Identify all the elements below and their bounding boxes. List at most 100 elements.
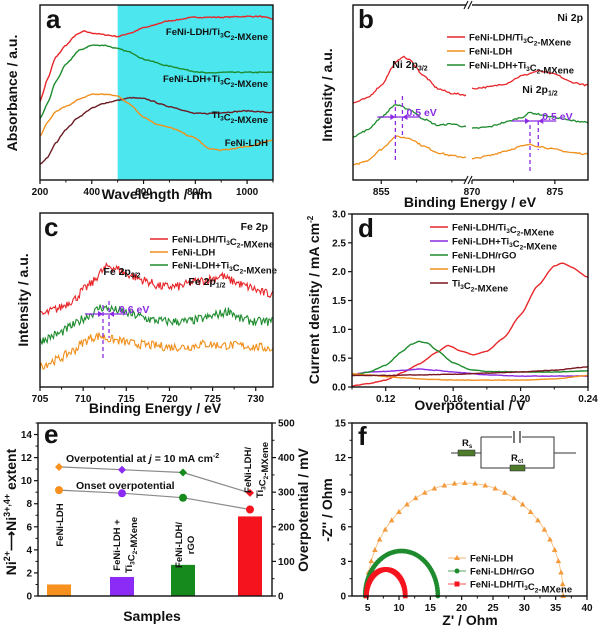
panel-e-ylabel-right: Overpotential / mV: [295, 447, 311, 571]
legend-triangle-marker: [454, 555, 460, 560]
y-tick-label: 100: [278, 557, 295, 568]
legend-text-part: FeNi-LDH/Ti: [172, 235, 226, 246]
triangle-marker: [431, 485, 438, 491]
annot-pre: Overpotential at: [66, 453, 149, 465]
legend-text-part: C: [224, 30, 231, 41]
x-tick-label: 0.20: [511, 394, 531, 405]
svg-text:Ni2+⟶Ni3+,4+ extent: Ni2+⟶Ni3+,4+ extent: [2, 448, 19, 575]
legend-text-part: Ti: [212, 110, 220, 121]
legend-text-part: 2: [534, 41, 538, 48]
y-tick-label: 3: [340, 557, 346, 568]
triangle-marker: [462, 479, 468, 485]
triangle-marker: [441, 482, 448, 488]
panel-e-annotation-overpotential: Overpotential at j = 10 mA cm-2: [66, 453, 219, 465]
category-label-2: FeNi-LDH/: [174, 522, 185, 568]
legend-text-part: 3: [460, 284, 464, 291]
bar-1: [110, 576, 134, 596]
legend-text-part: 2: [537, 69, 541, 76]
x-tick-label: 200: [32, 187, 49, 198]
legend-text-part: FeNi-LDH: [172, 248, 215, 259]
panel-e: 0 2 4 6 8 10 12 14 0 100 200 300 400 500 FeNi-LDH FeNi-…: [21, 419, 295, 603]
panel-c-title: Fe 2p: [241, 221, 268, 233]
right-series-line-0: [58, 466, 251, 494]
panel-c-xlabel: Binding Energy / eV: [89, 400, 222, 416]
category-label-3: Ti3C2-MXene: [255, 442, 271, 498]
triangle-marker: [559, 581, 566, 587]
peak-label-ni-2p12: Ni 2p1/2: [522, 84, 558, 98]
legend-item-0-label: FeNi-LDH/Ti3C2-MXene: [172, 235, 274, 251]
panel-d: 0.12 0.16 0.20 0.24 0.0 0.5 1.0 1.5 2.0 2.5 3.0 FeN…: [332, 210, 598, 406]
legend-text-part: -MXene: [538, 585, 572, 596]
legend-item-0-label: FeNi-LDH/Ti3C2-MXene: [452, 223, 554, 239]
x-tick-label: 30: [519, 603, 531, 614]
y-tick-label: 0.0: [332, 383, 346, 394]
triangle-marker: [372, 547, 378, 553]
y-tick-label: 0: [26, 592, 32, 603]
legend-text-part: FeNi-LDH/rGO: [452, 251, 516, 262]
x-tick-label: 875: [547, 187, 564, 198]
triangle-marker: [382, 526, 389, 532]
panel-a: 200 400 600 800 1000FeNi-LDH/Ti3C2-MXeneFeNi…: [32, 4, 274, 198]
y-tick-label: 12: [21, 453, 33, 464]
triangle-marker: [492, 485, 499, 491]
legend-text-part: 3: [220, 33, 224, 40]
ylabel-sup-34plus: 3+,4+: [2, 494, 12, 517]
ylabel-sup-2plus: 2+: [2, 551, 12, 561]
triangle-marker: [482, 482, 489, 488]
triangle-marker: [396, 509, 402, 515]
legend-item-2-label: FeNi-LDH+Ti3C2-MXene: [172, 261, 277, 277]
triangle-marker: [421, 489, 428, 495]
series-label-3: FeNi-LDH: [225, 138, 268, 149]
peak-main: Ni 2p: [522, 84, 548, 96]
series-line-1: [39, 332, 274, 371]
y-tick-label: 12: [335, 453, 347, 464]
legend-text-part: FeNi-LDH/Ti: [470, 580, 524, 591]
y-tick-label: 2.5: [332, 238, 346, 249]
x-tick-label: 0.16: [443, 394, 463, 405]
panel-e-ylabel: Ni2+⟶Ni3+,4+ extent: [2, 448, 19, 575]
peak-sub: 1/2: [548, 91, 558, 98]
legend-text-part: FeNi-LDH+Ti: [163, 74, 220, 85]
series-line-0: [39, 15, 274, 103]
x-tick-label: 35: [550, 603, 562, 614]
axis-break-mark-1-top: [463, 0, 469, 10]
legend-item-1-label: FeNi-LDH: [469, 47, 512, 58]
legend-text-part: 2: [471, 287, 475, 294]
triangle-marker: [368, 558, 375, 564]
peak-label-fe-2p32: Fe 2p3/2: [103, 266, 140, 280]
x-tick-label: 720: [161, 394, 178, 405]
panel-b-label: b: [358, 4, 374, 34]
x-tick-label: 15: [425, 603, 437, 614]
legend-text-part: -MXene: [234, 115, 268, 126]
legend-text-part: 2: [240, 269, 244, 276]
panel-f-xlabel: Z' / Ohm: [442, 612, 497, 628]
category-label-1: Ti3C2-MXene: [124, 517, 140, 573]
series-line-1-seg1: [352, 135, 467, 166]
triangle-marker: [388, 517, 395, 523]
legend-text-part: Ti: [255, 490, 266, 498]
legend-text-part: 3: [220, 80, 224, 87]
legend-text-part: 2: [517, 231, 521, 238]
x-tick-label: 730: [247, 394, 264, 405]
y-tick-label: 8: [26, 499, 32, 510]
capacitor-gap: [512, 432, 522, 442]
ylabel-extent: extent: [3, 448, 19, 493]
legend-text-part: -MXene: [240, 240, 274, 251]
series-line-0: [366, 482, 564, 597]
legend-text-part: C: [464, 281, 471, 292]
peak-sub: 1/2: [216, 283, 226, 290]
y-tick-label: 6: [26, 522, 32, 533]
y-tick-label: 200: [278, 522, 295, 533]
panel-d-xlabel: Overpotential / V: [414, 397, 526, 413]
x-tick-label: 715: [118, 394, 135, 405]
legend-text-part: FeNi-LDH: [469, 47, 512, 58]
legend-text-part: FeNi-LDH+Ti: [452, 237, 509, 248]
resistor-rs: [457, 449, 476, 457]
x-tick-label: 0.24: [578, 394, 598, 405]
panel-e-xlabel: Samples: [123, 608, 181, 624]
legend-text-part: C: [224, 113, 231, 124]
legend-text-part: C: [530, 63, 537, 74]
x-tick-label: 1000: [236, 187, 259, 198]
triangle-marker: [551, 547, 558, 553]
